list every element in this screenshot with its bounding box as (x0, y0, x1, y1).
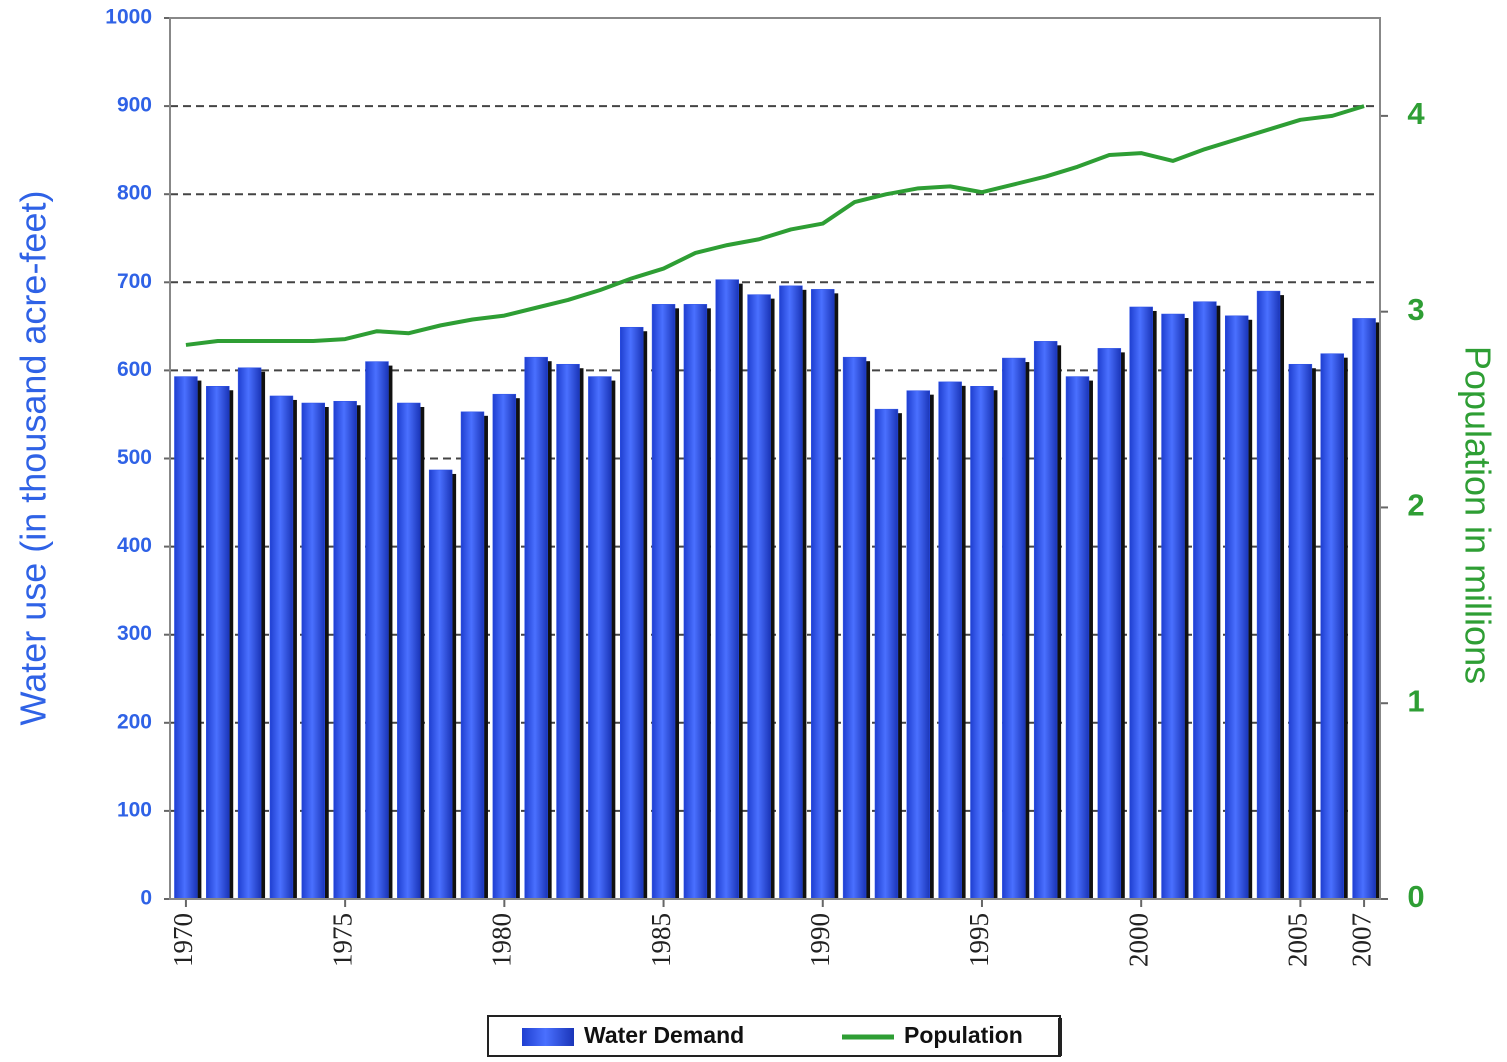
x-tick-label: 2000 (1123, 913, 1153, 967)
bar (1033, 341, 1058, 900)
x-tick-label: 1995 (964, 913, 994, 967)
bar (1097, 348, 1122, 900)
bar (651, 304, 676, 900)
bar (556, 363, 580, 900)
legend-label: Water Demand (584, 1022, 744, 1048)
y2-tick-label: 0 (1407, 879, 1424, 914)
bar (492, 393, 517, 900)
x-tick-label: 2005 (1283, 913, 1313, 967)
bar (619, 326, 644, 900)
y-tick-label: 800 (117, 182, 152, 205)
bar (1224, 315, 1249, 900)
bar (588, 376, 612, 900)
x-tick-label: 1985 (646, 913, 676, 967)
x-tick-label: 2007 (1346, 913, 1376, 967)
bar (301, 402, 326, 900)
y2-tick-label: 3 (1407, 292, 1424, 327)
bar (365, 361, 389, 900)
x-tick-label: 1990 (805, 913, 835, 967)
y-tick-label: 900 (117, 94, 152, 117)
y-tick-label: 300 (117, 622, 152, 645)
bar (906, 390, 931, 900)
bar (1193, 301, 1217, 900)
y2-tick-label: 4 (1407, 96, 1425, 131)
bar (524, 356, 548, 900)
y-tick-label: 400 (117, 534, 152, 557)
bar (1288, 363, 1313, 900)
y-tick-label: 100 (117, 798, 152, 821)
y-tick-label: 500 (117, 446, 152, 469)
bar (938, 381, 962, 900)
x-tick-label: 1980 (487, 913, 517, 967)
bar (779, 285, 803, 900)
bar (1129, 306, 1153, 900)
bar (1320, 353, 1344, 900)
bar (269, 395, 294, 900)
x-tick-label: 1970 (168, 913, 198, 967)
legend-swatch (522, 1028, 574, 1046)
y2-axis-label: Population in millions (1457, 346, 1498, 684)
y-tick-label: 700 (117, 270, 152, 293)
bar (174, 376, 198, 900)
legend-label: Population (904, 1022, 1023, 1048)
bar (842, 356, 867, 900)
y-tick-label: 200 (117, 710, 152, 733)
line (185, 104, 1365, 347)
legend-shadow (1058, 1018, 1062, 1056)
bar (1161, 313, 1185, 900)
legend (487, 1015, 1061, 1057)
bar (333, 400, 357, 900)
y2-tick-label: 1 (1407, 683, 1424, 718)
bar (206, 386, 230, 900)
bar (237, 367, 262, 900)
x-tick-label: 1975 (327, 913, 357, 967)
bar (460, 411, 485, 900)
bar (811, 289, 835, 900)
bar (1352, 318, 1376, 900)
bar (1002, 357, 1026, 900)
y-tick-label: 600 (117, 358, 152, 381)
bar (1256, 290, 1281, 900)
y2-tick-label: 2 (1407, 488, 1424, 523)
y-tick-label: 1000 (105, 6, 152, 29)
y-axis-label: Water use (in thousand acre-feet) (13, 191, 54, 726)
bar (428, 469, 453, 900)
bar (715, 279, 739, 900)
bar (874, 408, 899, 900)
bar (397, 402, 421, 900)
plot-frame (169, 17, 1381, 900)
bar (1065, 376, 1090, 900)
bar (747, 294, 771, 900)
bar (970, 386, 994, 900)
y-tick-label: 0 (140, 887, 152, 910)
bar (683, 304, 708, 900)
